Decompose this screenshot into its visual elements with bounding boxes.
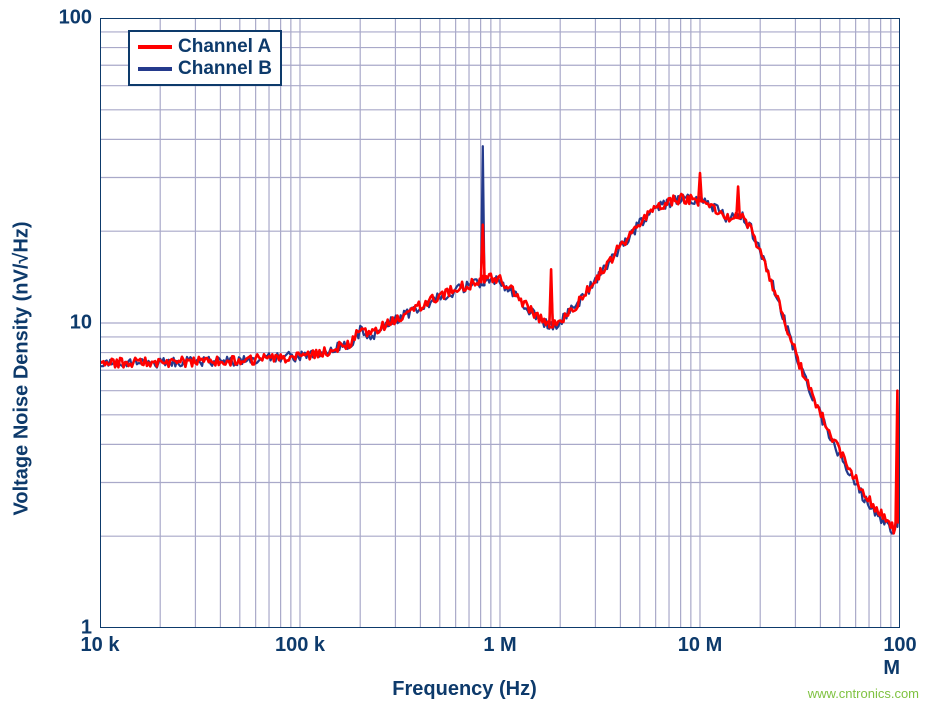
legend-item: Channel B bbox=[138, 58, 272, 80]
x-tick-label: 1 M bbox=[483, 634, 516, 657]
y-tick-label: 1 bbox=[81, 617, 92, 640]
x-tick-label: 10 M bbox=[678, 634, 722, 657]
legend-label: Channel B bbox=[178, 58, 272, 80]
watermark: www.cntronics.com bbox=[808, 686, 919, 701]
x-tick-label: 100 M bbox=[883, 634, 916, 680]
y-tick-label: 100 bbox=[59, 7, 92, 30]
y-axis-title: Voltage Noise Density (nV/√Hz) bbox=[11, 221, 34, 515]
legend: Channel AChannel B bbox=[128, 30, 282, 86]
legend-swatch bbox=[138, 45, 172, 49]
noise-density-chart: Voltage Noise Density (nV/√Hz) Frequency… bbox=[0, 0, 929, 713]
legend-swatch bbox=[138, 67, 172, 71]
x-axis-title: Frequency (Hz) bbox=[392, 678, 536, 701]
x-tick-label: 100 k bbox=[275, 634, 325, 657]
legend-item: Channel A bbox=[138, 36, 272, 58]
legend-label: Channel A bbox=[178, 36, 271, 58]
plot-area bbox=[100, 18, 900, 628]
y-tick-label: 10 bbox=[70, 312, 92, 335]
